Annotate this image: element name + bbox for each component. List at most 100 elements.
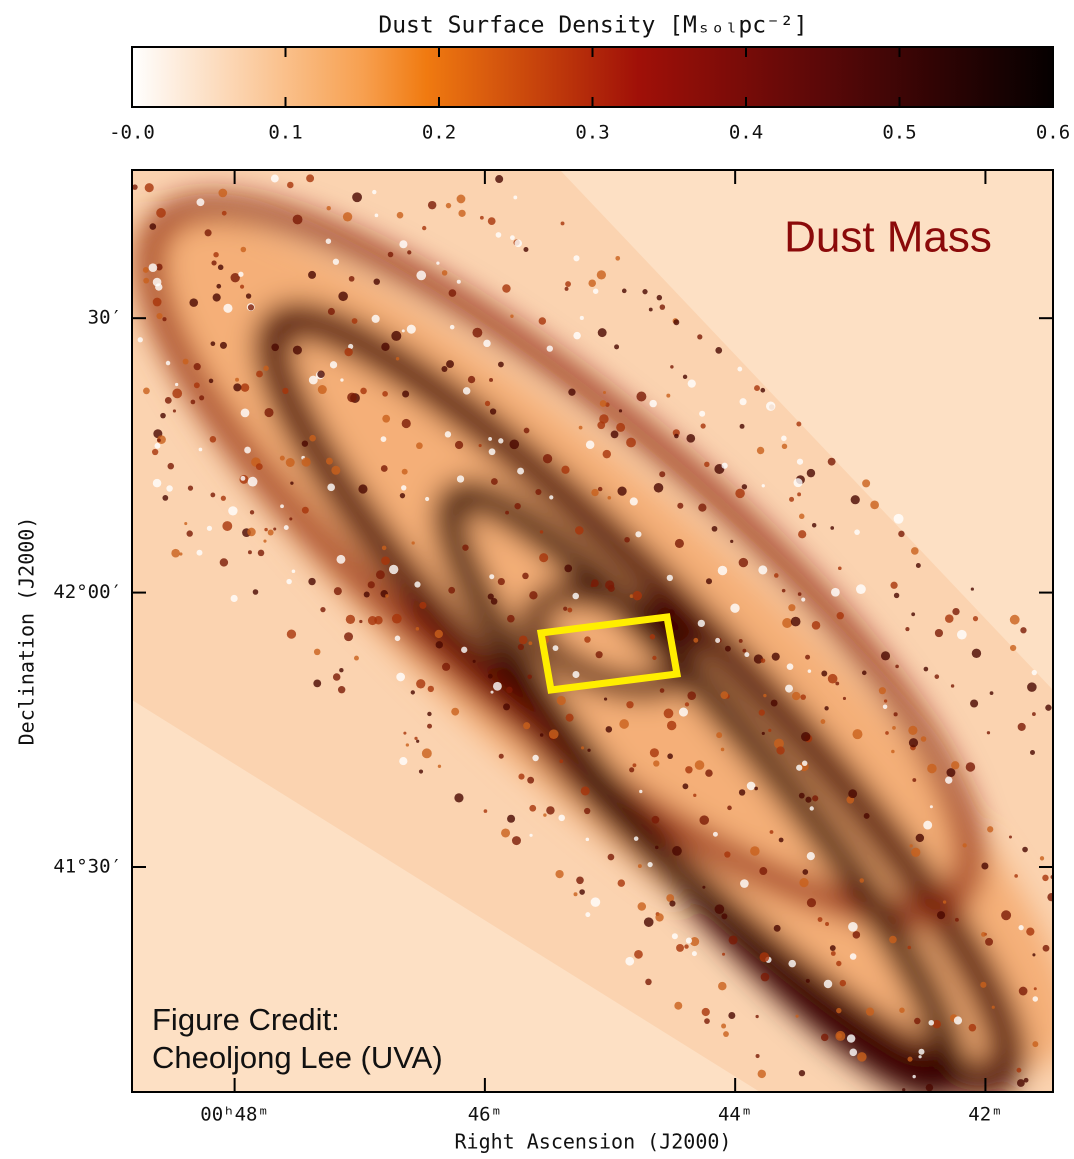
speckle [770,699,778,707]
speckle [849,953,857,960]
speckle [758,565,768,575]
speckle [472,327,483,338]
speckle [854,529,860,535]
speckle [934,674,940,679]
speckle [910,547,919,555]
speckle [132,184,138,190]
speckle [739,398,747,406]
speckle [291,569,296,574]
speckle [899,1007,905,1013]
speckle [610,430,619,439]
speckle [522,572,529,580]
speckle [448,586,456,594]
speckle [918,1048,925,1055]
speckle [649,399,657,408]
speckle [645,978,652,986]
speckle [715,637,721,643]
speckle [238,271,244,277]
speckle [1014,874,1018,878]
speckle [1045,704,1052,711]
speckle [1009,614,1020,625]
speckle [643,917,654,927]
speckle [728,935,738,945]
speckle [332,258,340,265]
speckle [821,670,828,677]
speckle [585,440,595,450]
y-tick-label: 30′ [88,307,122,329]
speckle [441,365,448,372]
speckle [945,776,953,784]
speckle [755,1054,760,1059]
speckle [811,621,821,630]
speckle [421,748,432,759]
speckle [934,628,944,638]
speckle [985,937,994,946]
map-label: Dust Mass [784,213,992,262]
speckle [773,738,784,749]
speckle [798,792,805,799]
speckle [542,454,553,464]
speckle [495,175,504,184]
speckle [714,904,725,914]
speckle [953,1016,963,1025]
speckle [607,853,615,861]
speckle [273,527,277,531]
speckle [454,793,464,803]
speckle [647,861,653,868]
speckle [717,565,728,576]
speckle [802,869,809,875]
speckle [182,358,189,365]
speckle [626,437,636,448]
speckle [489,574,495,580]
speckle [244,446,251,454]
speckle [510,314,514,318]
y-axis-label: Declination (J2000) [15,517,39,746]
speckle [890,581,898,589]
speckle [1017,722,1026,731]
speckle [1022,846,1028,853]
speckle [240,383,250,392]
speckle [831,587,840,597]
speckle [986,731,991,735]
speckle [666,393,671,398]
speckle [208,378,214,384]
speckle [332,673,341,681]
speckle [676,943,684,952]
speckle [313,648,321,656]
speckle [385,594,389,598]
speckle [308,375,318,385]
speckle [632,590,643,601]
speckle [1047,893,1053,902]
speckle [427,685,434,693]
speckle [451,707,460,716]
x-tick-label: 44ᵐ [718,1104,752,1126]
speckle [663,708,674,719]
speckle [437,764,442,768]
speckle [401,329,405,333]
speckle [143,277,150,284]
speckle [721,913,728,920]
speckle [372,189,377,195]
speckle [837,566,842,571]
speckle [669,900,676,907]
speckle [893,712,898,717]
speckle [171,548,180,558]
speckle [798,530,807,539]
speckle [898,530,905,538]
speckle [757,1069,767,1079]
speckle [701,1007,710,1017]
speckle [698,503,707,512]
speckle [795,1014,799,1018]
speckle [835,681,840,686]
speckle [846,1034,856,1043]
speckle [653,760,660,767]
speckle [773,924,781,932]
speckle [517,643,525,651]
speckle [811,522,817,528]
speckle [567,607,573,613]
speckle [727,805,732,811]
speckle [753,654,764,664]
speckle [861,670,867,676]
speckle [416,739,420,743]
speckle [648,307,653,312]
